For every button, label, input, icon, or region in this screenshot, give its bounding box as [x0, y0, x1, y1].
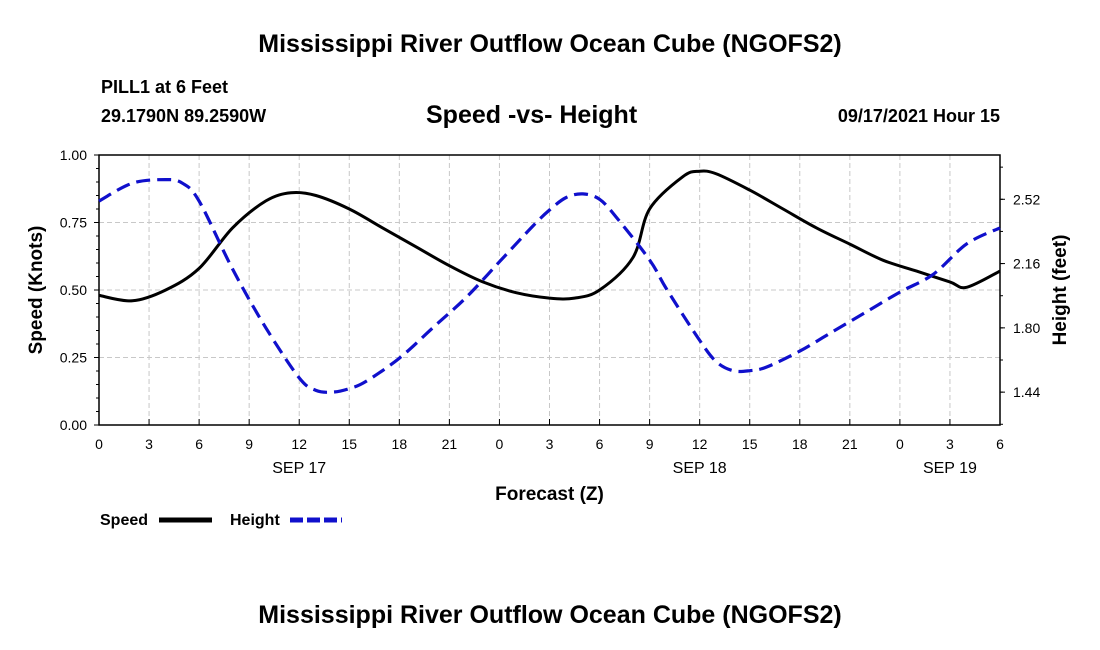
series-lines [98, 169, 1001, 394]
x-tick-label: 18 [392, 436, 408, 452]
y-axis-left-label: Speed (Knots) [26, 226, 47, 355]
axis-ticks: 0 3 6 9 12 15 18 21 0 3 6 9 12 15 18 21 0 3 6 0.00 0.25 0.50 0… [60, 147, 1041, 477]
x-tick-label: 21 [842, 436, 858, 452]
y-right-tick-label: 1.44 [1013, 384, 1040, 400]
height-series-line [98, 178, 1001, 394]
y-left-tick-label: 0.25 [60, 350, 87, 366]
grid-lines [99, 155, 1000, 425]
x-tick-label: 6 [996, 436, 1004, 452]
y-axis-right-label: Height (feet) [1050, 235, 1071, 346]
y-right-tick-label: 2.52 [1013, 191, 1040, 207]
x-tick-label: 3 [946, 436, 954, 452]
y-right-tick-label: 1.80 [1013, 320, 1040, 336]
x-tick-label: 6 [195, 436, 203, 452]
x-tick-label: 0 [896, 436, 904, 452]
legend-height-label: Height [230, 512, 280, 529]
station-coordinates: 29.1790N 89.2590W [101, 106, 267, 126]
date-label: SEP 17 [272, 460, 326, 477]
x-tick-label: 15 [341, 436, 357, 452]
x-tick-label: 15 [742, 436, 758, 452]
x-tick-label: 3 [145, 436, 153, 452]
x-tick-label: 9 [646, 436, 654, 452]
x-tick-label: 0 [496, 436, 504, 452]
station-label: PILL1 at 6 Feet [101, 77, 229, 97]
y-left-tick-label: 0.50 [60, 282, 87, 298]
y-right-tick-label: 2.16 [1013, 256, 1040, 272]
chart-title: Mississippi River Outflow Ocean Cube (NG… [258, 30, 842, 58]
x-tick-label: 9 [245, 436, 253, 452]
legend-speed-label: Speed [100, 512, 148, 529]
x-tick-label: 18 [792, 436, 808, 452]
legend: Speed Height [100, 512, 342, 529]
footer-title: Mississippi River Outflow Ocean Cube (NG… [258, 601, 842, 629]
x-tick-label: 12 [692, 436, 708, 452]
y-left-tick-label: 1.00 [60, 147, 87, 163]
x-tick-label: 6 [596, 436, 604, 452]
x-tick-label: 21 [442, 436, 458, 452]
date-label: SEP 19 [923, 460, 977, 477]
y-left-tick-label: 0.00 [60, 417, 87, 433]
plot-subtitle: Speed -vs- Height [426, 101, 638, 129]
x-axis-label: Forecast (Z) [495, 484, 604, 505]
date-label: SEP 18 [673, 460, 727, 477]
x-tick-label: 12 [291, 436, 307, 452]
x-tick-label: 3 [546, 436, 554, 452]
y-left-tick-label: 0.75 [60, 215, 87, 231]
speed-series-line [98, 169, 1001, 303]
x-tick-label: 0 [95, 436, 103, 452]
forecast-timestamp: 09/17/2021 Hour 15 [837, 106, 1000, 126]
